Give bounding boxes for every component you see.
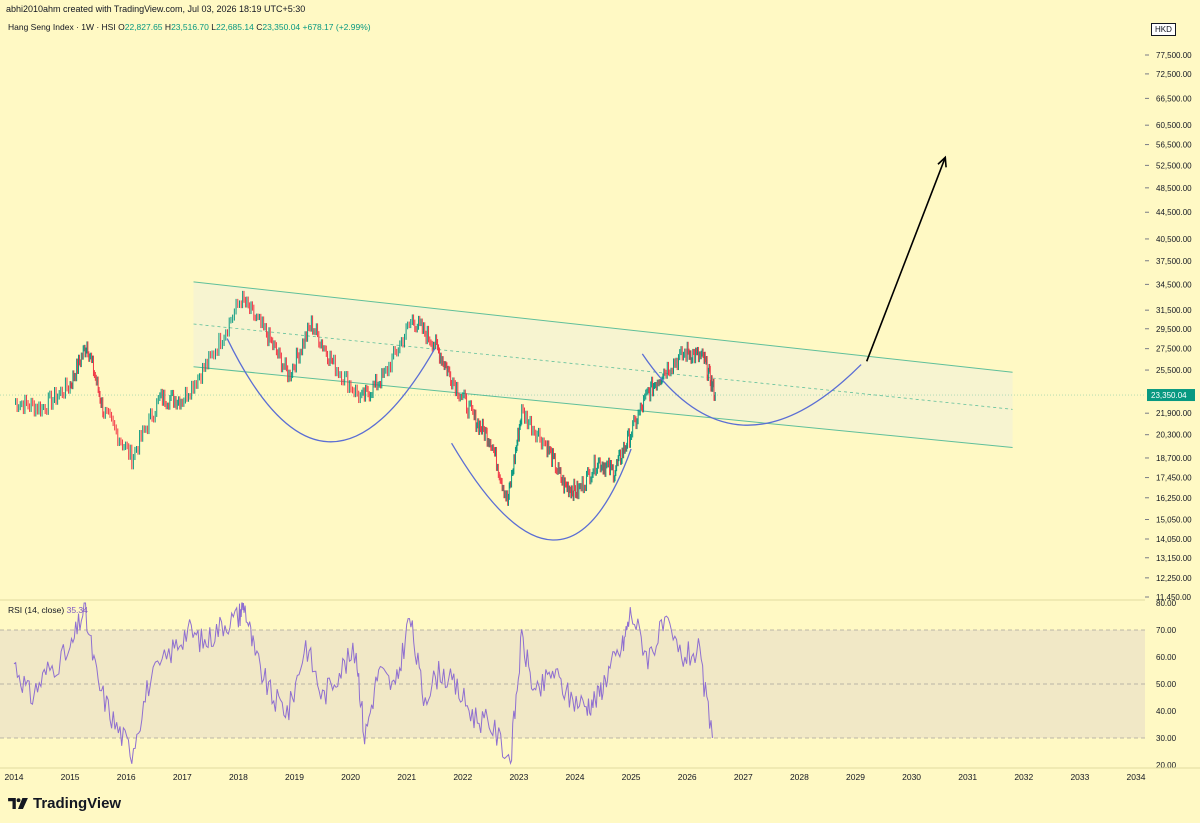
annotation-layer: [226, 155, 947, 541]
year-tick-label: 2030: [902, 772, 921, 782]
year-tick-label: 2028: [790, 772, 809, 782]
price-tick-label: 18,700.00: [1156, 454, 1192, 463]
high-label: H: [164, 22, 172, 32]
rsi-tick-label: 40.00: [1156, 707, 1177, 716]
price-tick-label: 66,500.00: [1156, 94, 1192, 103]
price-tick-label: 12,250.00: [1156, 574, 1192, 583]
price-tick-label: 13,150.00: [1156, 554, 1192, 563]
price-tick-label: 15,050.00: [1156, 516, 1192, 525]
tradingview-logo-icon: [8, 798, 28, 809]
price-tick-label: 34,500.00: [1156, 280, 1192, 289]
price-tick-label: 40,500.00: [1156, 235, 1192, 244]
year-tick-label: 2031: [958, 772, 977, 782]
price-tick-label: 29,500.00: [1156, 325, 1192, 334]
year-tick-label: 2026: [678, 772, 697, 782]
year-tick-label: 2017: [173, 772, 192, 782]
currency-badge[interactable]: HKD: [1151, 23, 1176, 36]
year-tick-label: 2025: [622, 772, 641, 782]
brand-name: TradingView: [33, 795, 122, 812]
rsi-value: 35.34: [66, 605, 88, 615]
rsi-tick-label: 20.00: [1156, 761, 1177, 770]
year-tick-label: 2019: [285, 772, 304, 782]
price-tick-label: 72,500.00: [1156, 70, 1192, 79]
year-tick-label: 2023: [509, 772, 528, 782]
price-axis[interactable]: 77,500.00 72,500.00 66,500.00 60,500.00 56,5…: [0, 51, 1195, 602]
rsi-pane[interactable]: 80.00 70.00 60.00 50.00 40.00 30.00 20.00: [0, 599, 1177, 770]
open-value: 22,827.65: [124, 22, 163, 32]
time-axis[interactable]: 2014 2015 2016 2017 2018 2019 2020 2021 2022 2023…: [0, 767, 1200, 782]
year-tick-label: 2015: [61, 772, 80, 782]
rsi-label: RSI (14, close): [8, 605, 65, 615]
breakout-arrow-line: [865, 157, 947, 362]
price-tick-label: 27,500.00: [1156, 345, 1192, 354]
year-tick-label: 2034: [1127, 772, 1146, 782]
year-tick-label: 2020: [341, 772, 360, 782]
price-tick-label: 56,500.00: [1156, 141, 1192, 150]
rsi-tick-label: 60.00: [1156, 653, 1177, 662]
rsi-tick-label: 80.00: [1156, 599, 1177, 608]
price-tick-label: 20,300.00: [1156, 431, 1192, 440]
price-tick-label: 25,500.00: [1156, 366, 1192, 375]
high-value: 23,516.70: [171, 22, 209, 32]
price-tick-label: 44,500.00: [1156, 208, 1192, 217]
year-tick-label: 2022: [453, 772, 472, 782]
change-value: +678.17 (+2.99%): [302, 22, 371, 32]
year-tick-label: 2032: [1014, 772, 1033, 782]
pattern-arc-right-shoulder: [641, 353, 862, 426]
open-label: O: [118, 22, 125, 32]
tradingview-brand[interactable]: TradingView: [8, 795, 121, 812]
price-tick-label: 14,050.00: [1156, 535, 1192, 544]
rsi-tick-label: 30.00: [1156, 734, 1177, 743]
price-tick-label: 16,250.00: [1156, 494, 1192, 503]
plot-area[interactable]: [0, 18, 1145, 598]
low-label: L: [211, 22, 216, 32]
pattern-arc-left-shoulder: [226, 338, 436, 443]
price-tick-label: 37,500.00: [1156, 257, 1192, 266]
channel-upper-line: [193, 281, 1013, 373]
rsi-tick-label: 70.00: [1156, 626, 1177, 635]
price-tick-label: 17,450.00: [1156, 474, 1192, 483]
rsi-tick-label: 50.00: [1156, 680, 1177, 689]
price-series-layer: [15, 290, 716, 506]
price-tick-label: 77,500.00: [1156, 51, 1192, 60]
price-tick-label: 60,500.00: [1156, 121, 1192, 130]
price-tick-label: 31,500.00: [1156, 306, 1192, 315]
year-tick-label: 2021: [397, 772, 416, 782]
last-price-badge: [1147, 389, 1195, 402]
year-tick-label: 2033: [1070, 772, 1089, 782]
channel-fill: [193, 281, 1013, 448]
rsi-legend[interactable]: RSI (14, close) 35.34: [8, 605, 88, 615]
price-tick-label: 52,500.00: [1156, 161, 1192, 170]
pattern-arc-head: [451, 442, 632, 541]
rsi-line: [13, 602, 713, 766]
year-tick-label: 2018: [229, 772, 248, 782]
year-tick-label: 2029: [846, 772, 865, 782]
symbol-title: Hang Seng Index · 1W · HSI: [8, 22, 116, 32]
chart-attribution: abhi2010ahm created with TradingView.com…: [6, 4, 306, 14]
year-tick-label: 2024: [566, 772, 585, 782]
close-value: 23,350.04: [262, 22, 301, 32]
price-tick-label: 21,900.00: [1156, 409, 1192, 418]
price-tick-label: 11,450.00: [1156, 593, 1192, 602]
close-label: C: [256, 22, 263, 32]
symbol-legend[interactable]: Hang Seng Index · 1W · HSI O22,827.65 H2…: [8, 22, 371, 32]
low-value: 22,685.14: [216, 22, 254, 32]
year-tick-label: 2014: [5, 772, 24, 782]
channel-lower-line: [193, 366, 1013, 449]
breakout-arrow-head: [937, 155, 947, 168]
year-tick-label: 2027: [734, 772, 753, 782]
year-tick-label: 2016: [117, 772, 136, 782]
last-price-label: 23,350.04: [1151, 391, 1187, 400]
price-tick-label: 48,500.00: [1156, 184, 1192, 193]
